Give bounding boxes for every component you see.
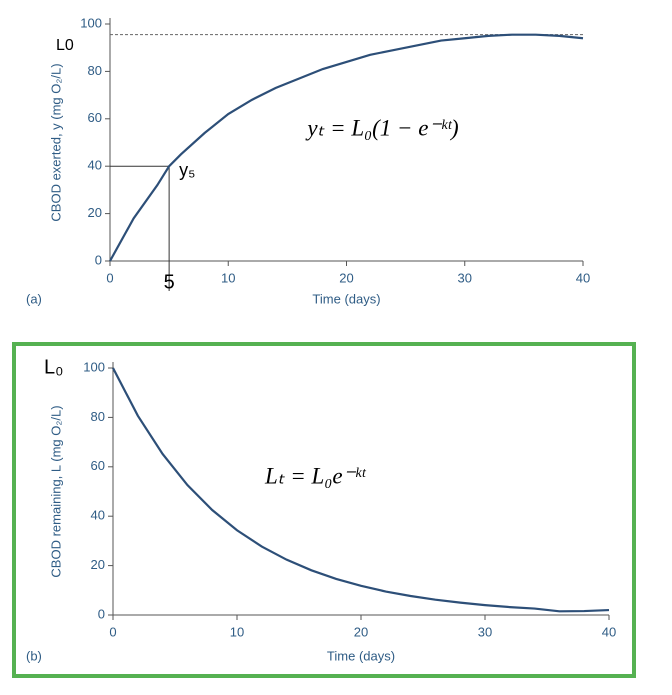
reference-label: L0 [56,37,74,54]
panel-label: (b) [26,648,42,663]
curve [109,33,584,262]
y-tick-label: 80 [91,409,105,424]
panel-label: (a) [26,291,42,306]
x-axis-label: Time (days) [327,648,395,663]
x-tick-label: 0 [106,270,113,285]
y-tick-label: 100 [80,15,102,30]
x-tick-label: 20 [354,624,368,639]
x-axis-label: Time (days) [312,291,380,306]
x-tick-label: 10 [221,270,235,285]
marker-label: y₅ [179,160,195,180]
x-tick-label: 30 [478,624,492,639]
start-label: L₀ [44,356,63,378]
y-tick-label: 80 [88,63,102,78]
y-tick-label: 60 [91,458,105,473]
y-tick-label: 0 [98,606,105,621]
x-tick-label: 40 [576,270,590,285]
y-tick-label: 0 [95,252,102,267]
y-axis-label: CBOD remaining, L (mg O₂/L) [48,405,63,577]
y-tick-label: 100 [83,359,105,374]
y-tick-label: 40 [91,508,105,523]
y-tick-label: 20 [91,557,105,572]
equation: yₜ = L₀(1 − e⁻ᵏᵗ) [305,115,458,140]
x-tick-label: 30 [458,270,472,285]
y-tick-label: 40 [88,158,102,173]
equation: Lₜ = L₀e⁻ᵏᵗ [264,463,367,488]
curve [112,367,610,613]
panel-frame [12,342,636,678]
marker-x-label: 5 [164,271,175,293]
y-tick-label: 60 [88,110,102,125]
x-tick-label: 10 [230,624,244,639]
x-tick-label: 0 [109,624,116,639]
x-tick-label: 40 [602,624,616,639]
y-tick-label: 20 [88,205,102,220]
y-axis-label: CBOD exerted, y (mg O₂/L) [48,63,63,221]
x-tick-label: 20 [339,270,353,285]
